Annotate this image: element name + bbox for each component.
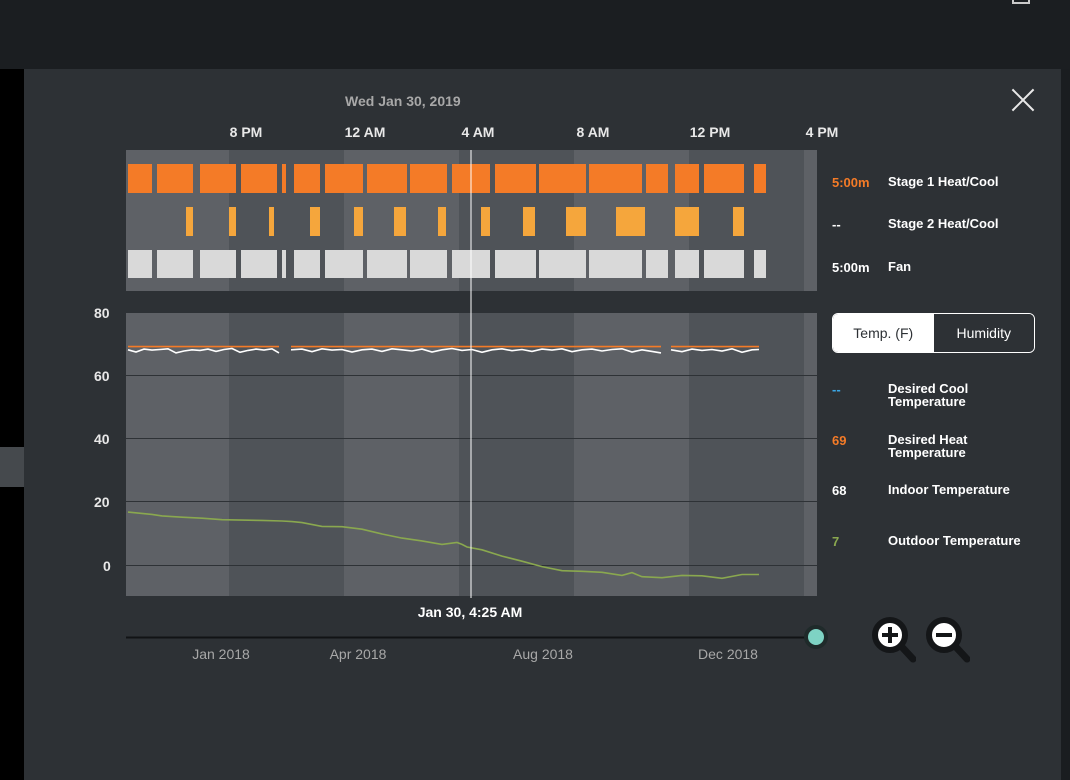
fan-bar (367, 250, 407, 278)
fan-bar (325, 250, 363, 278)
outdoor-label: Outdoor Temperature (888, 533, 1021, 548)
stage2-value: -- (832, 217, 841, 232)
stage1-bar (675, 164, 699, 193)
stage2-bars (186, 207, 744, 236)
outdoor-temperature-line (127, 511, 759, 580)
stage2-bar (566, 207, 586, 236)
stage1-bar (157, 164, 193, 193)
fan-value: 5:00m (832, 260, 870, 275)
time-tick: 12 PM (689, 124, 731, 140)
timeline-label: Dec 2018 (698, 646, 758, 662)
cool-value: -- (832, 382, 841, 397)
stage2-bar (616, 207, 645, 236)
stage1-bars (128, 164, 766, 193)
fan-bar (294, 250, 320, 278)
stage1-bar (646, 164, 668, 193)
temp-humidity-toggle[interactable]: Temp. (F) Humidity (832, 313, 1035, 353)
zoom-in-icon[interactable] (868, 617, 916, 665)
time-tick: 4 AM (461, 124, 495, 140)
fan-bar (157, 250, 193, 278)
outdoor-value: 7 (832, 534, 840, 549)
stage2-bar (186, 207, 193, 236)
stage2-bar (354, 207, 363, 236)
timeline-label: Jan 2018 (192, 646, 250, 662)
y-tick: 0 (103, 558, 111, 574)
time-tick: 4 PM (805, 124, 839, 140)
y-tick: 20 (94, 494, 110, 510)
y-tick: 60 (94, 368, 110, 384)
top-bar (0, 0, 1070, 69)
indoor-temperature-line (290, 347, 662, 354)
fan-bar (704, 250, 744, 278)
fan-bar (675, 250, 699, 278)
stage2-bar (523, 207, 535, 236)
timeline-label: Aug 2018 (513, 646, 573, 662)
stage1-bar (325, 164, 363, 193)
humidity-tab[interactable]: Humidity (933, 314, 1034, 352)
timeline-label: Apr 2018 (329, 646, 387, 662)
indoor-label: Indoor Temperature (888, 482, 1010, 497)
stage1-bar (754, 164, 766, 193)
fan-bar (128, 250, 152, 278)
stage2-bar (675, 207, 699, 236)
left-strip (0, 69, 24, 780)
fan-bar (282, 250, 286, 278)
stage2-bar (269, 207, 274, 236)
cool-label: Desired Cool Temperature (888, 381, 969, 409)
stage2-bar (733, 207, 744, 236)
stage1-bar (589, 164, 642, 193)
heat-label: Desired Heat Temperature (888, 432, 968, 460)
time-tick: 8 AM (576, 124, 610, 140)
temp-tab[interactable]: Temp. (F) (833, 314, 934, 352)
zoom-out-icon[interactable] (922, 617, 970, 665)
indoor-temperature-line (670, 347, 760, 354)
fan-bar (495, 250, 536, 278)
cursor-time-label: Jan 30, 4:25 AM (417, 604, 523, 620)
stage1-bar (704, 164, 744, 193)
heat-value: 69 (832, 433, 847, 448)
stage1-bar (539, 164, 586, 193)
stage2-label: Stage 2 Heat/Cool (888, 216, 999, 231)
fan-bar (646, 250, 668, 278)
stage2-bar (310, 207, 320, 236)
timeline-handle[interactable] (804, 625, 828, 649)
stage1-bar (200, 164, 236, 193)
time-tick: 12 AM (344, 124, 386, 140)
fan-bar (200, 250, 236, 278)
window-icon[interactable] (1012, 0, 1030, 4)
fan-bar (754, 250, 766, 278)
stage1-bar (495, 164, 536, 193)
stage2-bar (229, 207, 236, 236)
stage1-bar (294, 164, 320, 193)
y-tick: 40 (94, 431, 110, 447)
fan-bar (241, 250, 277, 278)
stage2-bar (394, 207, 406, 236)
indoor-temperature-line (127, 347, 280, 354)
fan-bar (589, 250, 642, 278)
fan-label: Fan (888, 259, 912, 274)
indoor-value: 68 (832, 483, 847, 498)
stage1-bar (410, 164, 447, 193)
stage1-bar (241, 164, 277, 193)
time-tick: 8 PM (229, 124, 263, 140)
fan-bar (410, 250, 447, 278)
date-title: Wed Jan 30, 2019 (345, 93, 461, 109)
stage2-bar (438, 207, 446, 236)
stage1-bar (282, 164, 286, 193)
stage1-bar (367, 164, 407, 193)
fan-bar (539, 250, 586, 278)
stage2-bar (481, 207, 490, 236)
stage1-bar (128, 164, 152, 193)
y-tick: 80 (94, 305, 110, 321)
stage1-label: Stage 1 Heat/Cool (888, 174, 999, 189)
stage1-value: 5:00m (832, 175, 870, 190)
left-tab[interactable] (0, 447, 24, 487)
